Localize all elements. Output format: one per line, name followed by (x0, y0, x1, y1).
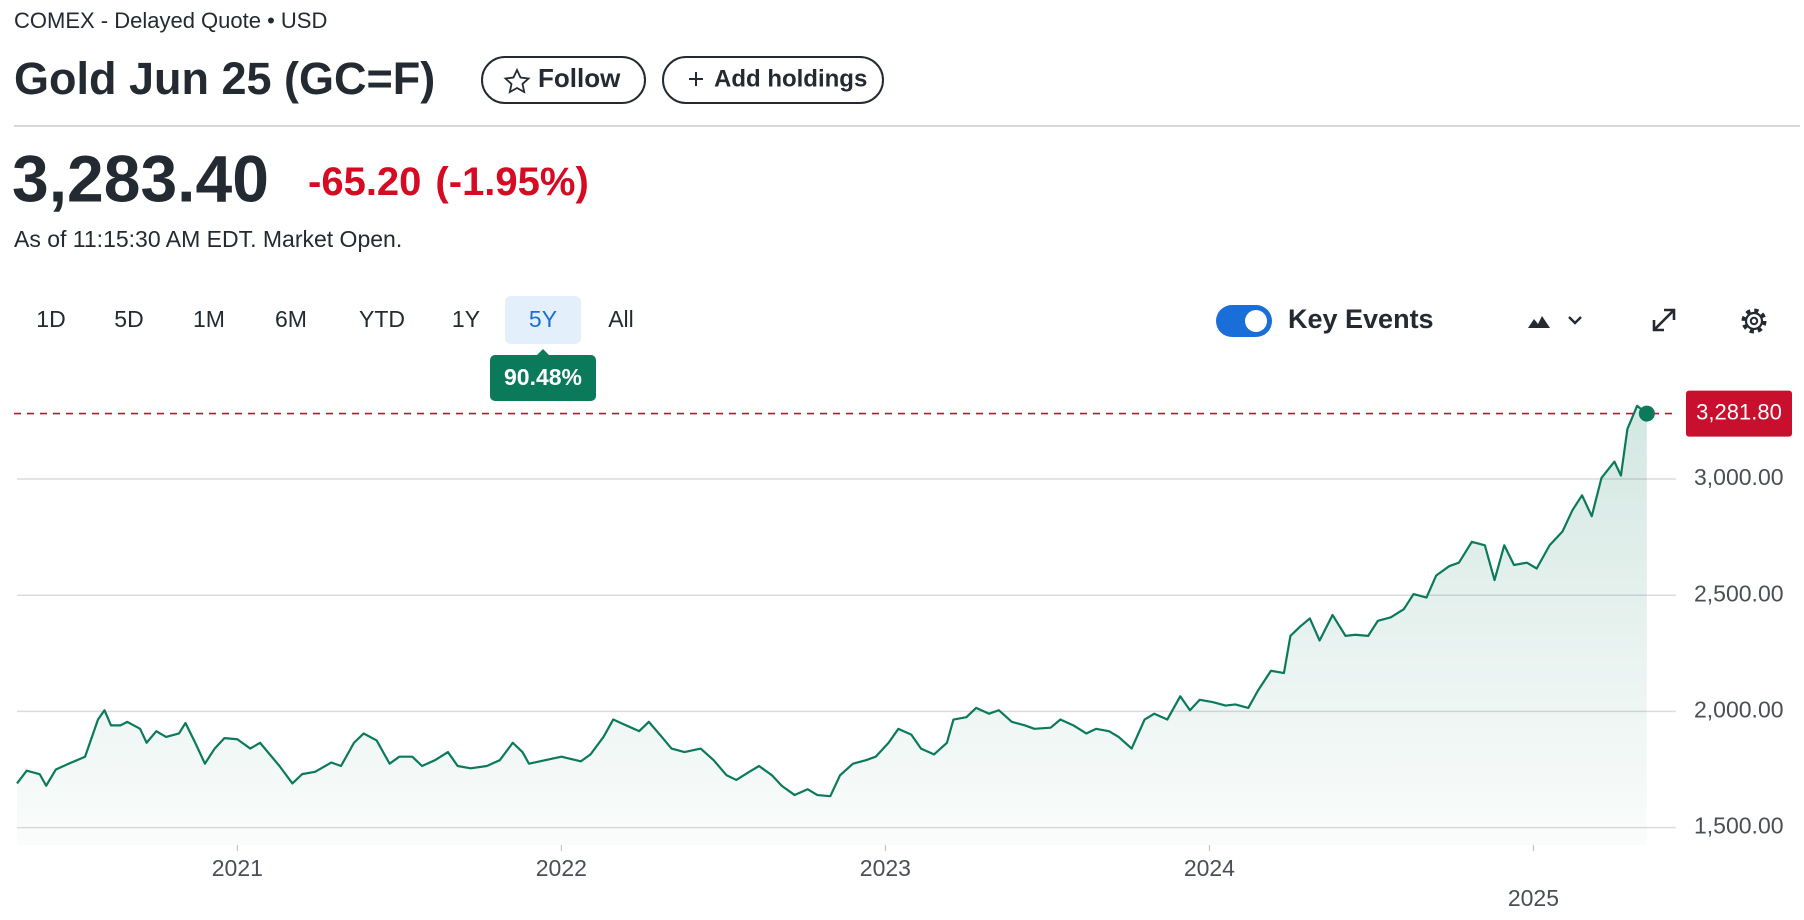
y-tick-label: 1,500.00 (1694, 813, 1784, 839)
toggle-knob (1245, 310, 1267, 332)
price-area (17, 405, 1647, 845)
x-tick-label: 2024 (1184, 855, 1235, 881)
range-button[interactable]: 6M (275, 306, 307, 332)
change-value: -65.20 (308, 160, 421, 204)
last-point (1638, 405, 1655, 422)
range-button[interactable]: 1M (193, 306, 225, 332)
range-label: 6M (275, 306, 307, 332)
return-value: 90.48% (504, 364, 582, 390)
expand-icon[interactable] (1652, 308, 1676, 332)
range-label: 5D (114, 306, 143, 332)
gear-teeth (1741, 308, 1767, 334)
range-label: 1M (193, 306, 225, 332)
range-label: YTD (359, 306, 405, 332)
add-holdings-label: Add holdings (714, 65, 867, 92)
range-label: 1D (36, 306, 65, 332)
range-button[interactable]: 1Y (452, 306, 480, 332)
price-change: -65.20 (-1.95%) (308, 160, 589, 204)
plus-icon (689, 72, 703, 86)
return-badge-pointer (536, 349, 550, 356)
key-events-toggle[interactable] (1216, 305, 1272, 337)
range-selected-bg (505, 296, 581, 344)
gear-hole (1749, 316, 1759, 326)
key-events-label: Key Events (1288, 304, 1434, 334)
range-label: All (608, 306, 634, 332)
price-line (16, 404, 1648, 798)
as-of: As of 11:15:30 AM EDT. Market Open. (14, 226, 402, 252)
y-tick-label: 2,500.00 (1694, 580, 1784, 606)
range-button[interactable]: 5D (114, 306, 143, 332)
range-button[interactable]: All (608, 306, 634, 332)
chart-type-button[interactable] (1528, 316, 1582, 328)
star-icon (503, 67, 531, 94)
add-holdings-button[interactable]: Add holdings (662, 56, 884, 104)
change-percent: (-1.95%) (435, 160, 588, 204)
y-tick-label: 2,000.00 (1694, 696, 1784, 722)
range-selector: 1D 5D 1M 6M YTD 1Y 5Y 90.48% All (36, 296, 634, 401)
instrument-title: Gold Jun 25 (GC=F) (14, 53, 435, 104)
current-price-label: 3,281.80 (1696, 399, 1782, 424)
price-chart: 1,500.00 2,000.00 2,500.00 3,000.00 2021 2022… (14, 390, 1792, 911)
settings-button[interactable] (1741, 308, 1767, 334)
x-tick-label: 2025 (1508, 885, 1559, 911)
price: 3,283.40 (12, 141, 269, 215)
follow-label: Follow (538, 63, 621, 93)
return-badge (490, 355, 596, 401)
x-tick-label: 2021 (212, 855, 263, 881)
range-button[interactable]: 5Y (505, 296, 581, 344)
gear-body (1744, 311, 1764, 331)
add-holdings-border (662, 56, 884, 104)
follow-button[interactable]: Follow (481, 56, 646, 104)
range-button[interactable]: 1D (36, 306, 65, 332)
range-label: 1Y (452, 306, 480, 332)
range-button[interactable]: YTD (359, 306, 405, 332)
mountain-icon (1528, 316, 1550, 328)
range-label: 5Y (529, 306, 557, 332)
chevron-icon (1568, 316, 1582, 325)
x-tick-label: 2023 (860, 855, 911, 881)
exchange-info: COMEX - Delayed Quote • USD (14, 8, 327, 33)
x-tick-label: 2022 (536, 855, 587, 881)
y-tick-label: 3,000.00 (1694, 464, 1784, 490)
current-price-badge (1686, 390, 1792, 437)
